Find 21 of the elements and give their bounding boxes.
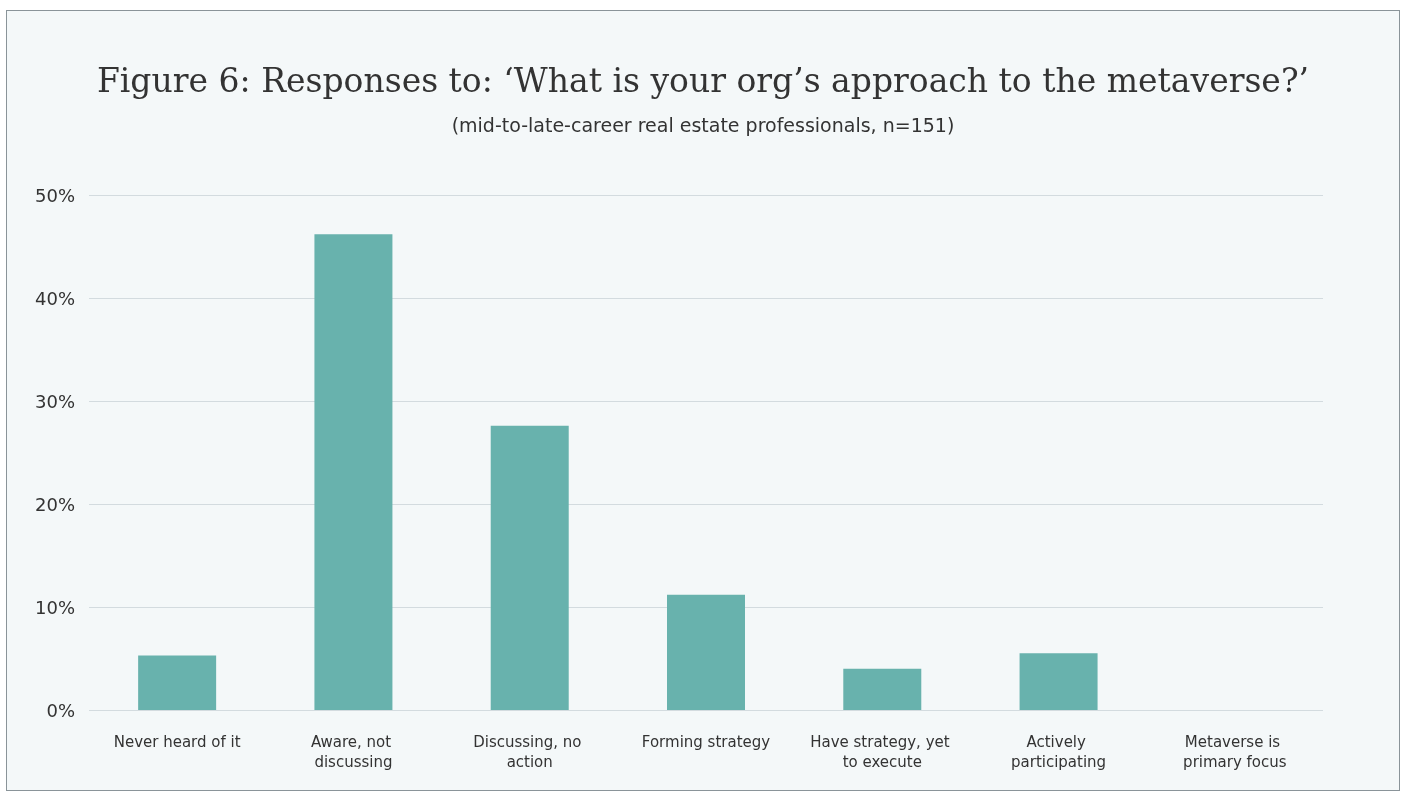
- x-tick-label: Never heard of it: [113, 733, 241, 751]
- chart-title: Figure 6: Responses to: ‘What is your org’s approach to the metaverse?’: [96, 61, 1310, 100]
- y-tick-label: 0%: [46, 699, 75, 721]
- x-tick-label: Aware, not discussing: [310, 733, 396, 771]
- bar: [314, 234, 393, 710]
- x-tick-label: Metaverse is primary focus: [1183, 733, 1287, 771]
- x-tick-label: Have strategy, yet to execute: [810, 733, 955, 771]
- y-tick-label: 20%: [34, 493, 75, 515]
- bar: [1019, 653, 1098, 710]
- x-tick-label: Actively participating: [1011, 733, 1107, 771]
- y-tick-label: 30%: [34, 390, 75, 412]
- x-tick-label: Forming strategy: [641, 733, 771, 751]
- bar: [667, 594, 745, 710]
- y-tick-label: 40%: [34, 287, 75, 309]
- y-tick-label: 10%: [34, 596, 75, 618]
- bar: [843, 668, 922, 710]
- chart-subtitle: (mid-to-late-career real estate professionals, n=151): [451, 113, 955, 136]
- y-tick-label: 50%: [34, 184, 75, 206]
- bar: [138, 655, 217, 710]
- bar: [490, 425, 569, 710]
- x-tick-label: Discussing, no action: [473, 733, 587, 771]
